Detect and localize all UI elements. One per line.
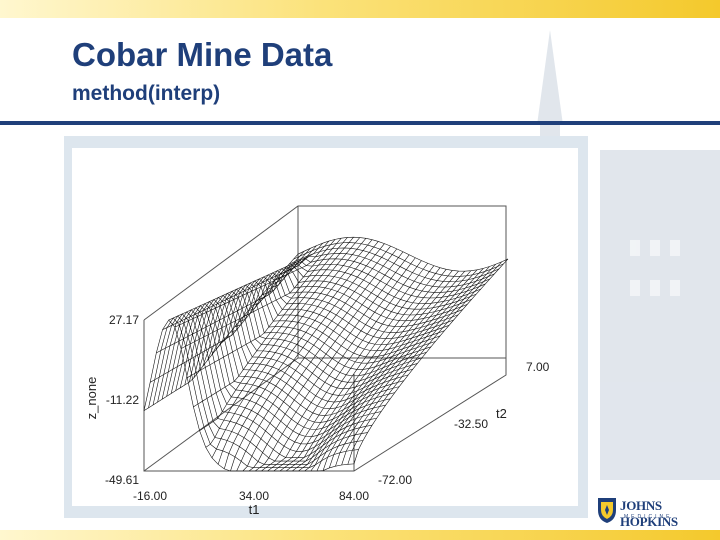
title-divider bbox=[0, 121, 720, 125]
chart-frame: 27.17 -11.22 -49.61 z_none -16.00 34.00 … bbox=[64, 136, 588, 518]
z-tick-mid: -11.22 bbox=[106, 393, 139, 407]
y-tick-near: -72.00 bbox=[378, 473, 412, 487]
plot-background bbox=[72, 148, 578, 506]
z-axis-title: z_none bbox=[84, 377, 99, 420]
logo-subtext: MEDICINE bbox=[624, 514, 673, 520]
x-axis-title: t1 bbox=[249, 502, 260, 517]
mesh-line-v-16 bbox=[216, 286, 427, 377]
mesh-line-v-26 bbox=[261, 266, 472, 316]
mesh-line-v-20 bbox=[234, 278, 445, 352]
mesh-line-v-15 bbox=[211, 288, 423, 383]
x-tick-left: -16.00 bbox=[133, 489, 167, 503]
mesh-line-v-27 bbox=[266, 264, 477, 310]
x-tick-mid: 34.00 bbox=[239, 489, 269, 503]
slide-title: Cobar Mine Data bbox=[72, 36, 333, 73]
mesh-line-v-25 bbox=[257, 268, 468, 322]
mesh-line-v-28 bbox=[270, 262, 481, 304]
surface-plot: 27.17 -11.22 -49.61 z_none -16.00 34.00 … bbox=[72, 148, 578, 517]
mesh-line-v-10 bbox=[189, 299, 400, 416]
mesh-line-v-31 bbox=[284, 253, 495, 288]
mesh-line-v-24 bbox=[252, 270, 463, 327]
mesh-line-v-19 bbox=[229, 280, 441, 358]
z-tick-top: 27.17 bbox=[109, 313, 139, 327]
mesh-line-v-34 bbox=[297, 236, 509, 272]
z-tick-bottom: -49.61 bbox=[105, 473, 139, 487]
johns-hopkins-logo: JOHNS HOPKINS MEDICINE bbox=[596, 492, 716, 529]
logo-wordmark: JOHNS HOPKINS bbox=[620, 498, 678, 529]
y-tick-far: 7.00 bbox=[526, 360, 550, 374]
mesh-line-v-17 bbox=[220, 284, 432, 370]
slide-subtitle: method(interp) bbox=[72, 82, 221, 105]
mesh-line-v-14 bbox=[207, 290, 418, 390]
mesh-line-v-32 bbox=[288, 247, 500, 282]
bottom-accent-bar bbox=[0, 530, 720, 540]
top-accent-bar bbox=[0, 0, 720, 18]
y-axis-title: t2 bbox=[496, 406, 507, 421]
mesh-line-v-30 bbox=[279, 257, 491, 293]
mesh-line-v-23 bbox=[248, 272, 459, 333]
mesh-line-v-13 bbox=[202, 292, 413, 396]
mesh-line-v-11 bbox=[193, 296, 404, 410]
shield-icon bbox=[598, 498, 616, 523]
mesh-line-v-21 bbox=[239, 276, 450, 346]
x-tick-right: 84.00 bbox=[339, 489, 369, 503]
mesh-line-v-29 bbox=[275, 259, 486, 299]
mesh-line-v-33 bbox=[293, 242, 504, 277]
mesh-line-v-22 bbox=[243, 274, 454, 339]
y-tick-mid: -32.50 bbox=[454, 417, 488, 431]
mesh-line-v-12 bbox=[198, 294, 409, 403]
surface-mesh bbox=[143, 236, 509, 472]
